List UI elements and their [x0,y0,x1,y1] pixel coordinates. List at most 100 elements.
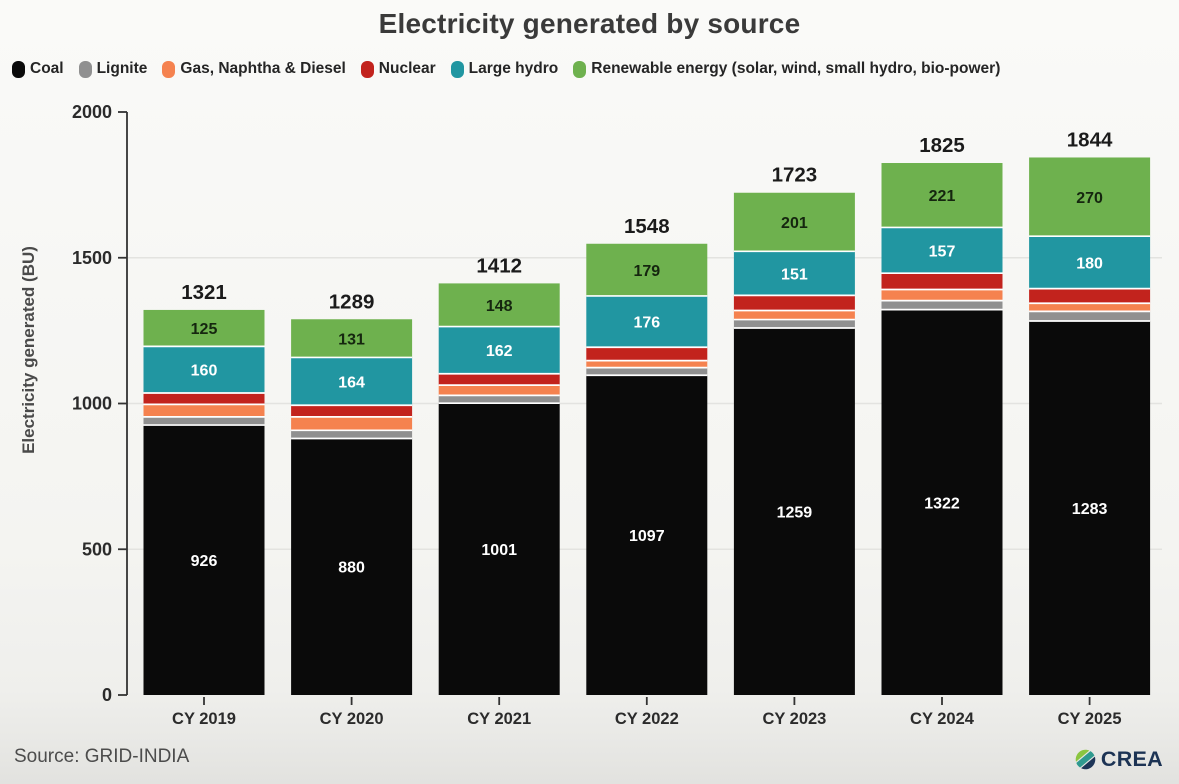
segment-value-6-5: 270 [1076,190,1103,207]
bar-segment-2-0 [438,403,560,695]
legend-swatch-5 [573,60,587,78]
x-tick-label-2: CY 2021 [467,710,531,728]
bar-segment-6-1 [1029,311,1151,322]
segment-value-2-0: 1001 [481,542,517,559]
bar-total-2: 1412 [476,254,522,277]
legend-swatch-2 [162,60,176,78]
bar-segment-3-2 [586,360,708,368]
bar-segment-6-2 [1029,303,1151,312]
legend-label-0: Coal [30,60,64,77]
y-tick-label-1500: 1500 [72,248,112,268]
y-tick-label-2000: 2000 [72,102,112,122]
crea-logo-text: CREA [1100,747,1163,771]
y-tick-label-0: 0 [102,685,112,705]
bar-segment-4-4 [733,251,855,296]
bar-segment-5-5 [881,163,1003,228]
segment-value-5-4: 157 [929,243,956,260]
bar-segment-3-5 [586,243,708,296]
bar-segment-0-2 [143,404,265,417]
bar-segment-2-2 [438,385,560,396]
bar-segment-1-1 [291,430,413,439]
bar-total-1: 1289 [329,290,375,313]
legend-label-3: Nuclear [378,60,436,77]
bar-segment-1-5 [291,319,413,358]
legend-swatch-0 [12,60,25,78]
bar-total-4: 1723 [772,164,818,187]
legend-label-1: Lignite [96,60,148,77]
bar-segment-2-3 [438,373,560,386]
legend-item-3: Nuclear [360,60,436,78]
x-tick-label-1: CY 2020 [320,710,384,728]
legend-label-4: Large hydro [468,60,559,77]
legend-item-4: Large hydro [450,60,559,78]
segment-value-0-5: 125 [191,321,218,338]
bar-segment-0-3 [143,393,265,405]
segment-value-1-5: 131 [338,331,365,348]
segment-value-3-5: 179 [633,263,660,280]
y-axis-title: Electricity generated (BU) [19,246,38,454]
legend-item-0: Coal [12,60,64,78]
segment-value-5-5: 221 [929,188,956,205]
legend-label-2: Gas, Naphtha & Diesel [180,60,346,77]
bar-segment-6-5 [1029,157,1151,237]
segment-value-4-0: 1259 [777,505,813,522]
segment-value-3-4: 176 [633,315,660,332]
y-tick-label-1000: 1000 [72,394,112,414]
legend-swatch-1 [78,60,92,78]
bar-total-0: 1321 [181,281,227,304]
x-tick-label-4: CY 2023 [762,710,826,728]
x-tick-label-6: CY 2025 [1058,710,1122,728]
bar-segment-3-1 [586,367,708,376]
bar-segment-1-2 [291,416,413,431]
bar-segment-2-5 [438,283,560,327]
bar-segment-4-5 [733,192,855,252]
bar-segment-0-0 [143,425,265,695]
bar-segment-3-4 [586,295,708,348]
bar-segment-2-1 [438,395,560,404]
crea-logo-icon [1073,748,1097,771]
bar-segment-5-4 [881,227,1003,274]
bar-total-3: 1548 [624,215,670,238]
bar-segment-1-4 [291,357,413,406]
bar-segment-5-1 [881,300,1003,310]
segment-value-5-0: 1322 [924,495,960,512]
x-tick-label-5: CY 2024 [910,710,975,728]
bar-total-5: 1825 [919,134,965,157]
segment-value-1-0: 880 [338,560,365,577]
bar-segment-1-3 [291,405,413,417]
bar-segment-4-3 [733,295,855,311]
page-title: Electricity generated by source [378,8,801,39]
segment-value-3-0: 1097 [629,528,665,545]
crea-logo: CREA [1073,747,1163,772]
segment-value-6-0: 1283 [1072,501,1108,518]
segment-value-2-5: 148 [486,298,513,315]
segment-value-4-4: 151 [781,266,808,283]
chart-legend: Coal Lignite Gas, Naphtha & Diesel Nuclear L… [12,60,1000,78]
bar-total-6: 1844 [1067,128,1113,151]
segment-value-0-0: 926 [191,553,218,570]
bar-segment-4-2 [733,310,855,320]
legend-swatch-4 [450,60,464,78]
legend-item-2: Gas, Naphtha & Diesel [162,60,346,78]
bar-segment-0-4 [143,346,265,394]
segment-value-2-4: 162 [486,343,513,360]
bar-segment-4-0 [733,328,855,695]
bar-segment-0-1 [143,416,265,426]
bar-segment-5-0 [881,309,1003,695]
bar-segment-6-3 [1029,288,1151,304]
legend-swatch-3 [360,60,374,78]
bar-segment-2-4 [438,326,560,374]
y-tick-label-500: 500 [82,539,112,559]
legend-item-5: Renewable energy (solar, wind, small hyd… [573,60,1000,78]
bar-segment-5-3 [881,273,1003,290]
legend-item-1: Lignite [78,60,148,78]
bar-segment-5-2 [881,289,1003,301]
bar-segment-3-3 [586,347,708,361]
bar-segment-3-0 [586,375,708,695]
segment-value-1-4: 164 [338,374,365,391]
bar-segment-6-0 [1029,321,1151,695]
x-tick-label-0: CY 2019 [172,710,236,728]
segment-value-4-5: 201 [781,215,808,232]
bar-segment-4-1 [733,319,855,329]
